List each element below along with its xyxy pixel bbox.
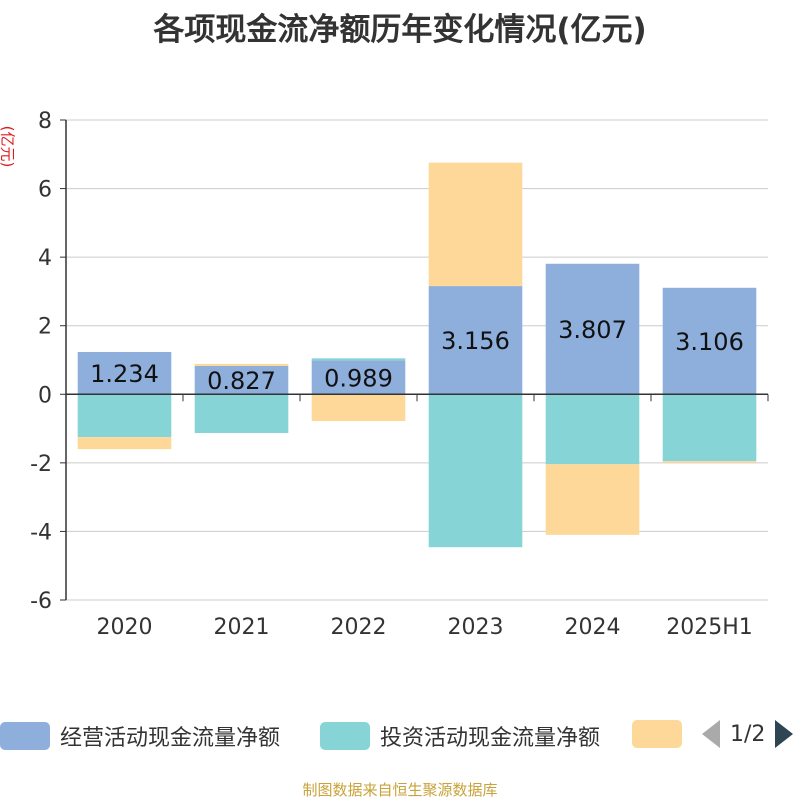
legend-item-operating[interactable]: 经营活动现金流量净额: [0, 720, 280, 752]
legend-item-investing[interactable]: 投资活动现金流量净额: [320, 720, 600, 752]
legend-page-indicator: 1/2: [730, 721, 766, 747]
legend: 经营活动现金流量净额 投资活动现金流量净额 1/2: [0, 714, 800, 754]
x-tick-label: 2021: [214, 615, 270, 640]
legend-swatch-financing: [632, 720, 682, 748]
legend-next-page-icon[interactable]: [775, 720, 794, 748]
bar-2022-series-0[interactable]: [311, 360, 406, 395]
x-tick-label: 2023: [448, 615, 504, 640]
bar-2025H1-series-0[interactable]: [662, 287, 757, 395]
x-tick-label: 2022: [331, 615, 387, 640]
legend-swatch-operating: [0, 722, 50, 750]
y-tick-label: -6: [30, 589, 52, 614]
bar-2021-series-0[interactable]: [194, 365, 289, 395]
legend-label-investing: 投资活动现金流量净额: [380, 726, 601, 751]
y-tick-label: 6: [38, 178, 52, 203]
legend-prev-page-icon[interactable]: [702, 720, 720, 748]
data-labels: 1.234 0.827 0.989 3.156 3.807 3.106: [90, 316, 744, 395]
bar-chart: 8 6 4 2 0 -2 -4 -6 2020 2021 2022 2023 2024 2025H1 1.…: [30, 109, 769, 640]
legend-item-financing[interactable]: [632, 720, 682, 748]
bar-2024-series-1[interactable]: [545, 394, 640, 465]
bar-2023-series-1[interactable]: [428, 394, 523, 548]
data-label-2025H1: 3.106: [675, 328, 744, 356]
y-tick-label: 2: [38, 315, 52, 340]
data-label-2024: 3.807: [558, 316, 627, 344]
data-label-2020: 1.234: [90, 360, 159, 388]
bar-2022-series-1[interactable]: [311, 358, 406, 361]
bar-2021-series-2[interactable]: [194, 363, 289, 366]
x-tick-label: 2024: [565, 615, 621, 640]
grid-lines: [66, 119, 768, 601]
legend-label-operating: 经营活动现金流量净额: [60, 726, 281, 751]
bar-2020-series-0[interactable]: [77, 351, 172, 395]
data-label-2022: 0.989: [324, 364, 393, 392]
bar-2021-series-1[interactable]: [194, 394, 289, 434]
bar-2025H1-series-2[interactable]: [662, 461, 757, 463]
y-tick-label: 0: [38, 383, 52, 408]
data-label-2023: 3.156: [441, 327, 510, 355]
bar-2022-series-2[interactable]: [311, 394, 406, 422]
bar-2023-series-0[interactable]: [428, 286, 523, 395]
legend-pager: 1/2: [702, 720, 794, 748]
bar-2024-series-2[interactable]: [545, 464, 640, 535]
x-tick-label: 2025H1: [666, 615, 753, 640]
bar-2024-series-0[interactable]: [545, 263, 640, 395]
bar-2023-series-2[interactable]: [428, 162, 523, 287]
data-label-2021: 0.827: [207, 367, 276, 395]
bars: [77, 162, 757, 548]
axes: 8 6 4 2 0 -2 -4 -6 2020 2021 2022 2023 2024 2025H1: [30, 109, 769, 640]
x-tick-label: 2020: [97, 615, 153, 640]
data-source-note: 制图数据来自恒生聚源数据库: [302, 781, 498, 799]
y-tick-label: -4: [30, 520, 52, 545]
y-tick-label: 4: [38, 246, 52, 271]
bar-2025H1-series-1[interactable]: [662, 394, 757, 462]
bar-2020-series-2[interactable]: [77, 437, 172, 450]
bar-2020-series-1[interactable]: [77, 394, 172, 438]
legend-swatch-investing: [320, 722, 370, 750]
y-tick-label: 8: [38, 109, 52, 134]
y-tick-label: -2: [30, 452, 52, 477]
chart-title: 各项现金流净额历年变化情况(亿元): [153, 12, 647, 48]
